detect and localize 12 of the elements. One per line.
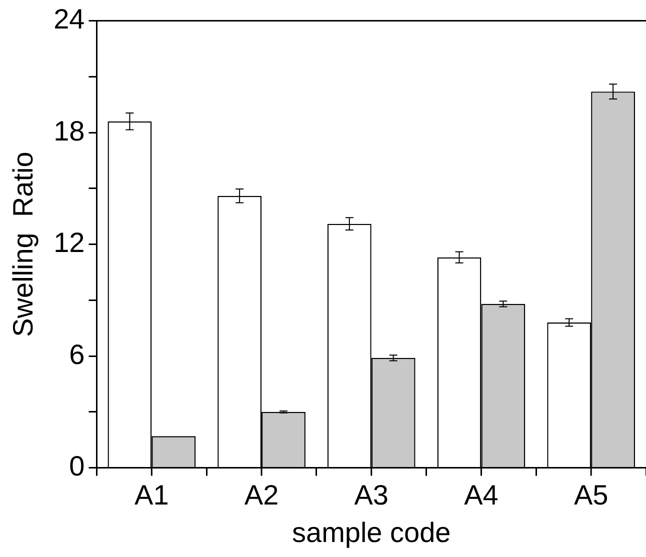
x-tick-label: A1 [134,479,169,510]
y-tick-label: 24 [54,4,85,35]
x-tick-label: A2 [244,479,279,510]
x-tick-label: A3 [354,479,388,510]
y-tick-label: 18 [54,115,85,146]
x-tick-label: A4 [464,479,498,510]
y-tick-label: 12 [54,227,85,258]
y-tick-label: 0 [69,450,85,482]
y-axis-title: Swelling Ratio [8,152,39,337]
x-axis-title: sample code [292,516,451,548]
y-tick-label: 6 [69,338,85,370]
x-tick-label: A5 [574,479,608,510]
